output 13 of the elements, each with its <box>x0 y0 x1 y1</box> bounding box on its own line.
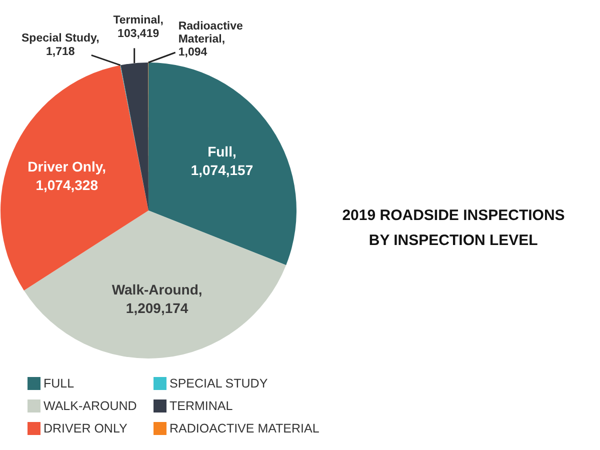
data-label: Walk-Around, 1,209,174 <box>112 282 202 316</box>
text: 2019 ROADSIDE INSPECTIONS BY INSPECTION LEVEL <box>342 207 565 249</box>
legend-label: FULL <box>44 376 74 390</box>
legend-label: WALK-AROUND <box>44 399 137 413</box>
data-label: Terminal, 103,419 <box>113 14 164 40</box>
legend-label: RADIOACTIVE MATERIAL <box>170 422 320 436</box>
data-label: Radioactive Material, 1,094 <box>178 20 243 59</box>
data-label: Full, 1,074,157 <box>190 143 254 178</box>
data-label: Driver Only, 1,074,328 <box>28 158 106 193</box>
data-label: Special Study, 1,718 <box>22 32 100 58</box>
legend-label: TERMINAL <box>170 399 233 413</box>
legend-label: DRIVER ONLY <box>44 422 128 436</box>
legend-label: SPECIAL STUDY <box>170 376 268 390</box>
